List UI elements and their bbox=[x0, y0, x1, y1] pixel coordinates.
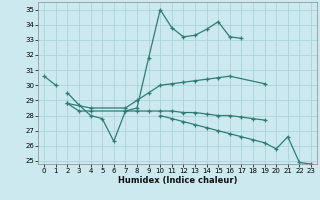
X-axis label: Humidex (Indice chaleur): Humidex (Indice chaleur) bbox=[118, 176, 237, 185]
